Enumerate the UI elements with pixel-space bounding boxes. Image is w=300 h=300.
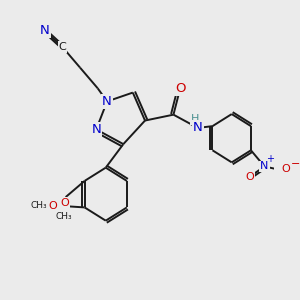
Text: N: N <box>40 24 50 37</box>
Text: N: N <box>102 95 112 108</box>
Text: O: O <box>245 172 254 182</box>
Text: O: O <box>60 198 69 208</box>
Text: H: H <box>191 114 199 124</box>
Text: CH₃: CH₃ <box>56 212 73 221</box>
Text: N: N <box>92 123 101 136</box>
Text: O: O <box>281 164 290 174</box>
Text: N: N <box>260 161 269 172</box>
Text: CH₃: CH₃ <box>30 201 47 210</box>
Text: C: C <box>58 42 66 52</box>
Text: −: − <box>291 159 300 169</box>
Text: O: O <box>49 201 58 211</box>
Text: N: N <box>193 122 203 134</box>
Text: +: + <box>266 154 274 164</box>
Text: O: O <box>175 82 185 95</box>
